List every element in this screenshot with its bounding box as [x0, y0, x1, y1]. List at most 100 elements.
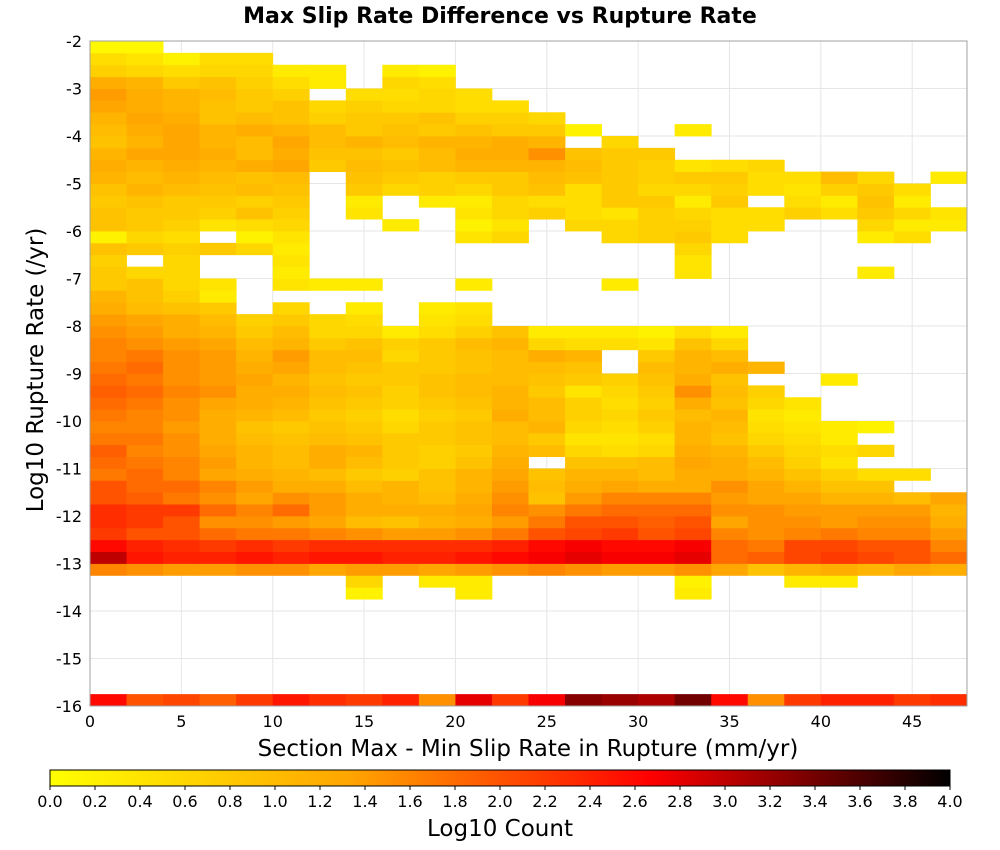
- heatmap-cell: [784, 551, 822, 564]
- heatmap-cell: [455, 159, 493, 173]
- heatmap-cell: [455, 587, 493, 600]
- heatmap-cell: [820, 444, 858, 458]
- heatmap-cell: [711, 480, 749, 493]
- heatmap-cell: [455, 183, 493, 196]
- heatmap-cell: [236, 171, 274, 184]
- plot-frame: [89, 40, 968, 707]
- heatmap-cell: [455, 551, 493, 564]
- heatmap-cell: [820, 527, 858, 541]
- heatmap-cell: [236, 480, 274, 493]
- heatmap-cell: [857, 504, 895, 517]
- heatmap-cell: [491, 171, 529, 184]
- heatmap-cell: [90, 302, 127, 315]
- heatmap-cell: [309, 147, 347, 161]
- heatmap-cell: [857, 468, 895, 481]
- heatmap-cell: [272, 349, 310, 363]
- colorbar-tick-label: 1.8: [442, 792, 467, 811]
- heatmap-cell: [163, 516, 201, 529]
- heatmap-cell: [820, 539, 858, 553]
- heatmap-cell: [272, 516, 310, 529]
- heatmap-cell: [199, 397, 237, 410]
- heatmap-cell: [382, 171, 420, 184]
- heatmap-cell: [601, 516, 639, 529]
- heatmap-cell: [747, 219, 785, 232]
- heatmap-cell: [565, 694, 602, 707]
- heatmap-cell: [418, 432, 456, 446]
- heatmap-cell: [784, 432, 822, 446]
- heatmap-cell: [90, 100, 127, 113]
- heatmap-cell: [857, 551, 895, 564]
- heatmap-cell: [126, 456, 164, 469]
- heatmap-cell: [163, 397, 201, 410]
- heatmap-cell: [565, 480, 602, 493]
- heatmap-cell: [711, 385, 749, 398]
- heatmap-cell: [236, 112, 274, 125]
- heatmap-cell: [236, 183, 274, 196]
- heatmap-cell: [601, 373, 639, 386]
- heatmap-cell: [528, 349, 566, 363]
- heatmap-cell: [126, 231, 164, 244]
- heatmap-cell: [272, 136, 310, 149]
- heatmap-cell: [272, 314, 310, 327]
- heatmap-cell: [601, 159, 639, 173]
- heatmap-cell: [382, 64, 420, 78]
- heatmap-cell: [820, 171, 858, 184]
- heatmap-cell: [638, 492, 676, 505]
- heatmap-cell: [711, 456, 749, 469]
- heatmap-cell: [236, 349, 274, 363]
- heatmap-cell: [601, 326, 639, 339]
- heatmap-cell: [382, 539, 420, 553]
- heatmap-cell: [163, 456, 201, 469]
- heatmap-cell: [345, 409, 383, 422]
- heatmap-cell: [418, 361, 456, 374]
- heatmap-cell: [199, 385, 237, 398]
- heatmap-cell: [528, 432, 566, 446]
- heatmap-cell: [747, 694, 785, 707]
- heatmap-cell: [90, 516, 127, 529]
- heatmap-cell: [199, 76, 237, 89]
- heatmap-cell: [455, 563, 493, 576]
- heatmap-cell: [491, 136, 529, 149]
- heatmap-cell: [345, 314, 383, 327]
- heatmap-cell: [272, 337, 310, 351]
- heatmap-cell: [528, 337, 566, 351]
- heatmap-cell: [382, 76, 420, 89]
- heatmap-cell: [382, 516, 420, 529]
- heatmap-cell: [418, 349, 456, 363]
- heatmap-cell: [893, 492, 931, 505]
- heatmap-cell: [638, 539, 676, 553]
- heatmap-cell: [638, 159, 676, 173]
- heatmap-cell: [528, 171, 566, 184]
- heatmap-cell: [309, 551, 347, 564]
- heatmap-cell: [747, 516, 785, 529]
- heatmap-cell: [528, 539, 566, 553]
- heatmap-cell: [90, 207, 127, 220]
- heatmap-cell: [236, 242, 274, 256]
- heatmap-cell: [857, 266, 895, 279]
- heatmap-cell: [601, 219, 639, 232]
- heatmap-cell: [345, 302, 383, 315]
- heatmap-cell: [163, 219, 201, 232]
- heatmap-cell: [90, 219, 127, 232]
- heatmap-cell: [236, 361, 274, 374]
- heatmap-cell: [272, 551, 310, 564]
- heatmap-cell: [272, 361, 310, 374]
- heatmap-cell: [272, 171, 310, 184]
- heatmap-cell: [126, 563, 164, 576]
- heatmap-cell: [90, 231, 127, 244]
- heatmap-cell: [163, 492, 201, 505]
- heatmap-cell: [893, 527, 931, 541]
- heatmap-cell: [565, 516, 602, 529]
- heatmap-cell: [784, 195, 822, 208]
- heatmap-cell: [309, 100, 347, 113]
- heatmap-cell: [345, 397, 383, 410]
- heatmap-cell: [236, 444, 274, 458]
- heatmap-cell: [236, 159, 274, 173]
- heatmap-cell: [747, 492, 785, 505]
- heatmap-cell: [126, 468, 164, 481]
- heatmap-cell: [309, 361, 347, 374]
- heatmap-cell: [418, 326, 456, 339]
- x-tick-label: 25: [537, 712, 557, 731]
- heatmap-cell: [126, 397, 164, 410]
- heatmap-cell: [199, 326, 237, 339]
